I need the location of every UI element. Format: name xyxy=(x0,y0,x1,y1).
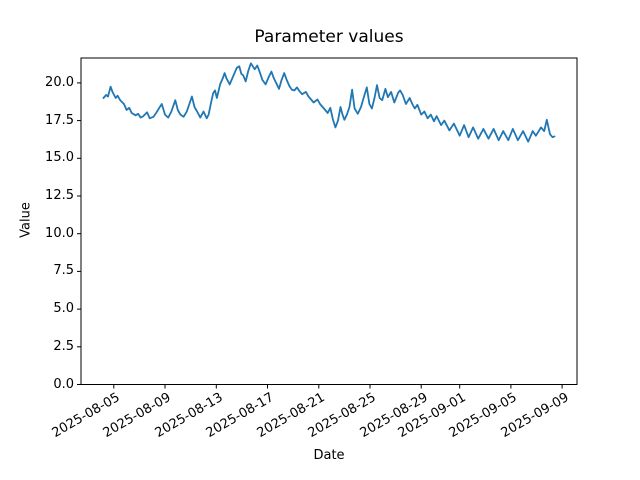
chart-title: Parameter values xyxy=(254,27,404,47)
y-axis-label: Value xyxy=(18,202,34,238)
y-tick-label: 12.5 xyxy=(45,187,74,203)
y-tick-label: 2.5 xyxy=(53,338,74,354)
axes-spines xyxy=(80,57,578,385)
y-tick-label: 10.0 xyxy=(45,225,74,241)
y-tick-label: 0.0 xyxy=(53,376,74,392)
x-axis-label: Date xyxy=(313,448,345,463)
y-tick-label: 17.5 xyxy=(45,112,74,128)
y-tick-label: 5.0 xyxy=(53,301,74,317)
y-tick-label: 15.0 xyxy=(45,150,74,166)
data-line xyxy=(102,62,556,143)
y-tick-label: 20.0 xyxy=(45,74,74,90)
y-tick-label: 7.5 xyxy=(53,263,74,279)
